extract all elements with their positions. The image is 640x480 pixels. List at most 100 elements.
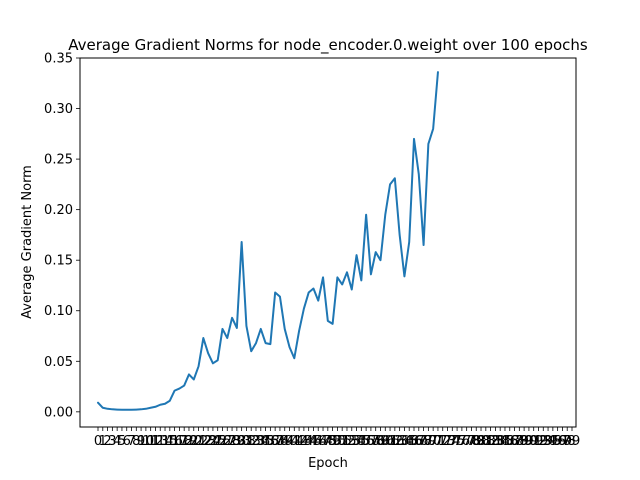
x-tick-label: 1 (99, 434, 107, 449)
x-tick-label: 43 (296, 434, 313, 449)
x-tick-label: 98 (559, 434, 576, 449)
x-tick-label: 56 (358, 434, 375, 449)
x-tick-label: 26 (214, 434, 231, 449)
x-tick-label: 17 (171, 434, 188, 449)
x-axis: 0123456789101112131415161718192021222324… (94, 427, 580, 449)
x-tick-label: 73 (439, 434, 456, 449)
x-tick-label: 72 (434, 434, 451, 449)
x-tick-label: 7 (127, 434, 135, 449)
x-tick-label: 84 (492, 434, 509, 449)
x-tick-label: 80 (473, 434, 490, 449)
x-tick-label: 38 (272, 434, 289, 449)
x-tick-label: 68 (415, 434, 432, 449)
x-tick-label: 20 (185, 434, 202, 449)
x-axis-title: Epoch (308, 456, 348, 471)
x-tick-label: 55 (353, 434, 370, 449)
chart-title: Average Gradient Norms for node_encoder.… (68, 36, 588, 55)
x-tick-label: 44 (300, 434, 317, 449)
y-tick-label: 0.20 (44, 203, 73, 218)
x-tick-label: 8 (132, 434, 140, 449)
x-tick-label: 40 (281, 434, 298, 449)
series-line (97, 71, 439, 411)
x-tick-label: 10 (138, 434, 155, 449)
x-tick-label: 70 (425, 434, 442, 449)
y-tick-label: 0.15 (44, 254, 73, 269)
x-tick-label: 62 (387, 434, 404, 449)
x-tick-label: 59 (372, 434, 389, 449)
x-tick-label: 71 (430, 434, 447, 449)
x-tick-label: 65 (401, 434, 418, 449)
x-tick-label: 34 (253, 434, 270, 449)
x-tick-label: 94 (540, 434, 557, 449)
x-tick-label: 79 (468, 434, 485, 449)
x-tick-label: 49 (324, 434, 341, 449)
x-tick-label: 77 (458, 434, 475, 449)
y-tick-label: 0.10 (44, 304, 73, 319)
x-tick-label: 82 (482, 434, 499, 449)
x-tick-label: 13 (152, 434, 169, 449)
x-tick-label: 6 (123, 434, 131, 449)
x-tick-label: 0 (94, 434, 102, 449)
x-tick-label: 63 (391, 434, 408, 449)
x-tick-label: 54 (348, 434, 365, 449)
x-tick-label: 19 (181, 434, 198, 449)
y-tick-label: 0.30 (44, 102, 73, 117)
x-tick-label: 92 (530, 434, 547, 449)
x-tick-label: 11 (142, 434, 159, 449)
x-tick-label: 60 (377, 434, 394, 449)
x-tick-label: 21 (190, 434, 207, 449)
x-tick-label: 99 (564, 434, 581, 449)
y-axis: 0.00 0.05 0.10 0.15 0.20 0.25 0.30 0.35 (44, 52, 80, 420)
x-tick-label: 33 (248, 434, 265, 449)
x-tick-label: 88 (511, 434, 528, 449)
x-tick-label: 24 (205, 434, 222, 449)
x-tick-label: 69 (420, 434, 437, 449)
x-tick-label: 97 (554, 434, 571, 449)
x-tick-label: 4 (113, 434, 121, 449)
x-tick-label: 23 (200, 434, 217, 449)
y-tick-label: 0.25 (44, 153, 73, 168)
x-tick-label: 14 (157, 434, 174, 449)
x-tick-label: 95 (545, 434, 562, 449)
x-tick-label: 61 (382, 434, 399, 449)
y-axis-title: Average Gradient Norm (20, 165, 35, 319)
x-tick-label: 28 (224, 434, 241, 449)
x-tick-label: 27 (219, 434, 236, 449)
x-tick-label: 51 (334, 434, 351, 449)
x-tick-label: 32 (243, 434, 260, 449)
x-tick-label: 25 (209, 434, 226, 449)
x-tick-label: 46 (310, 434, 327, 449)
x-tick-label: 96 (549, 434, 566, 449)
y-tick-label: 0.05 (44, 355, 73, 370)
x-tick-label: 31 (238, 434, 255, 449)
x-tick-label: 2 (103, 434, 111, 449)
x-tick-label: 83 (487, 434, 504, 449)
x-tick-label: 67 (411, 434, 428, 449)
x-tick-label: 91 (525, 434, 542, 449)
x-tick-label: 37 (267, 434, 284, 449)
x-tick-label: 39 (276, 434, 293, 449)
x-tick-label: 36 (262, 434, 279, 449)
x-tick-label: 41 (286, 434, 303, 449)
x-tick-label: 45 (305, 434, 322, 449)
x-tick-label: 42 (291, 434, 308, 449)
x-tick-label: 93 (535, 434, 552, 449)
x-tick-label: 57 (363, 434, 380, 449)
x-tick-label: 75 (449, 434, 466, 449)
x-tick-label: 22 (195, 434, 212, 449)
x-tick-label: 85 (497, 434, 514, 449)
x-tick-label: 3 (108, 434, 116, 449)
x-tick-label: 66 (406, 434, 423, 449)
x-tick-label: 12 (147, 434, 164, 449)
x-tick-label: 47 (315, 434, 332, 449)
x-tick-label: 48 (320, 434, 337, 449)
plot-area (79, 57, 577, 428)
x-tick-label: 30 (233, 434, 250, 449)
y-tick-label: 0.35 (44, 52, 73, 67)
x-tick-label: 9 (137, 434, 145, 449)
x-tick-label: 74 (444, 434, 461, 449)
x-tick-label: 64 (396, 434, 413, 449)
x-tick-label: 50 (329, 434, 346, 449)
x-tick-label: 29 (229, 434, 246, 449)
